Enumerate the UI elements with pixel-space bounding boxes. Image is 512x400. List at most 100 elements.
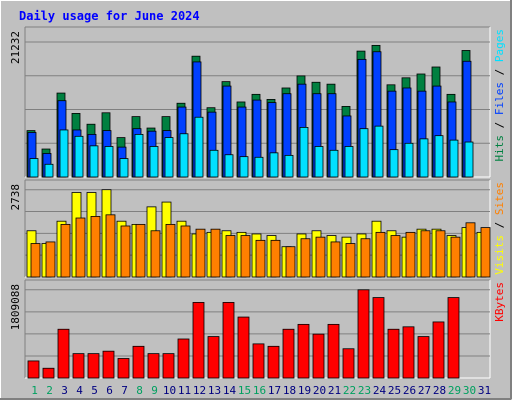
- bar-kbytes-day-18: [282, 328, 295, 379]
- bar-sites-day-5: [90, 216, 101, 278]
- bar-kbytes-day-7: [117, 358, 130, 379]
- day-label: 3: [61, 384, 68, 397]
- bar-kbytes-day-5: [87, 353, 100, 379]
- bar-kbytes-day-19: [297, 323, 310, 379]
- bar-kbytes-day-3: [57, 328, 70, 379]
- legend-files: Files: [493, 82, 506, 115]
- bar-sites-day-14: [225, 235, 236, 278]
- bar-pages-day-12: [194, 116, 204, 178]
- bar-kbytes-day-11: [177, 338, 190, 379]
- bar-kbytes-day-25: [387, 328, 400, 379]
- day-label: 14: [223, 384, 237, 397]
- bar-kbytes-day-12: [192, 302, 205, 379]
- bar-kbytes-day-1: [27, 360, 40, 379]
- bar-kbytes-day-2: [42, 367, 55, 379]
- bar-pages-day-22: [344, 146, 354, 178]
- bar-pages-day-14: [224, 154, 234, 178]
- bar-sites-day-24: [375, 231, 386, 278]
- day-label: 4: [76, 384, 83, 397]
- day-label: 26: [403, 384, 416, 397]
- day-label: 10: [163, 384, 176, 397]
- bar-sites-day-12: [195, 228, 206, 278]
- bar-pages-day-23: [359, 128, 369, 178]
- y-max-label: 21232: [9, 31, 22, 64]
- bar-pages-day-7: [119, 158, 129, 178]
- bar-kbytes-day-20: [312, 333, 325, 379]
- bar-sites-day-1: [30, 243, 41, 278]
- day-label: 11: [178, 384, 191, 397]
- bar-sites-day-15: [240, 235, 251, 278]
- bar-pages-day-13: [209, 149, 219, 178]
- bar-kbytes-day-8: [132, 345, 145, 379]
- bar-sites-day-3: [60, 223, 71, 278]
- day-label: 12: [193, 384, 206, 397]
- day-label: 2: [46, 384, 53, 397]
- bar-kbytes-day-17: [267, 345, 280, 379]
- bar-kbytes-day-9: [147, 353, 160, 379]
- bar-kbytes-day-29: [447, 297, 460, 379]
- bar-sites-day-8: [135, 223, 146, 278]
- day-label: 24: [373, 384, 387, 397]
- panel-kbytes: 1809088 KBytes: [9, 279, 506, 379]
- bar-kbytes-day-23: [357, 289, 370, 379]
- bar-sites-day-25: [390, 235, 401, 278]
- bar-sites-day-9: [150, 230, 161, 278]
- day-label: 27: [418, 384, 431, 397]
- bar-kbytes-day-15: [237, 316, 250, 379]
- day-label: 22: [343, 384, 356, 397]
- day-label: 7: [121, 384, 128, 397]
- bar-pages-day-5: [89, 145, 99, 178]
- bar-pages-day-25: [389, 149, 399, 178]
- legend-pages: Pages: [493, 29, 506, 62]
- bar-pages-day-24: [374, 125, 384, 178]
- day-label: 8: [136, 384, 143, 397]
- bar-kbytes-day-28: [432, 321, 445, 379]
- day-label: 31: [478, 384, 491, 397]
- bar-kbytes-day-27: [417, 336, 430, 379]
- bar-pages-day-20: [314, 146, 324, 178]
- bar-pages-day-30: [464, 141, 474, 178]
- bar-pages-day-17: [269, 152, 279, 178]
- bar-pages-day-29: [449, 139, 459, 178]
- bar-sites-day-2: [45, 241, 56, 278]
- day-label: 5: [91, 384, 98, 397]
- day-label: 29: [448, 384, 461, 397]
- bar-kbytes-day-4: [72, 353, 85, 379]
- day-label: 28: [433, 384, 446, 397]
- day-label: 13: [208, 384, 221, 397]
- bar-pages-day-3: [59, 129, 69, 178]
- bar-sites-day-17: [270, 239, 281, 278]
- day-label: 17: [268, 384, 281, 397]
- y-max-label: 1809088: [9, 284, 22, 330]
- bar-sites-day-22: [345, 243, 356, 278]
- day-label: 15: [238, 384, 251, 397]
- chart-title: Daily usage for June 2024: [19, 9, 200, 23]
- bar-kbytes-day-21: [327, 323, 340, 379]
- bar-kbytes-day-22: [342, 348, 355, 379]
- bar-pages-day-21: [329, 149, 339, 178]
- bar-pages-day-9: [149, 146, 159, 178]
- day-label: 25: [388, 384, 401, 397]
- day-label: 16: [253, 384, 266, 397]
- bar-sites-day-16: [255, 239, 266, 278]
- legend-separator: /: [493, 62, 506, 82]
- bar-kbytes-day-14: [222, 302, 235, 379]
- bar-sites-day-30: [465, 222, 476, 278]
- y-max-label: 2738: [9, 184, 22, 211]
- bar-pages-day-19: [299, 127, 309, 178]
- bar-pages-day-8: [134, 133, 144, 178]
- panel-visits-sites: 2738 Visits / Sites: [9, 179, 506, 278]
- bar-sites-day-28: [435, 230, 446, 278]
- bar-pages-day-18: [284, 154, 294, 178]
- bar-sites-day-11: [180, 225, 191, 278]
- day-label: 6: [106, 384, 113, 397]
- bar-kbytes-day-13: [207, 336, 220, 379]
- legend-separator: /: [493, 115, 506, 135]
- bar-sites-day-10: [165, 223, 176, 278]
- day-label: 21: [328, 384, 341, 397]
- bar-pages-day-1: [29, 158, 39, 178]
- bar-sites-day-27: [420, 230, 431, 278]
- bar-sites-day-4: [75, 217, 86, 278]
